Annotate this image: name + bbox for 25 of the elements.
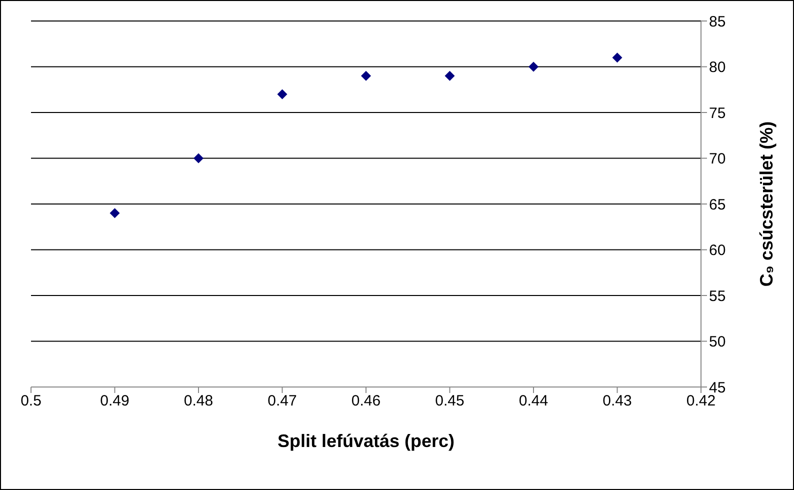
x-tick-label: 0.43 — [602, 392, 632, 410]
x-tick-label: 0.47 — [268, 392, 297, 410]
x-axis-title: Split lefúvatás (perc) — [277, 431, 455, 451]
y-tick-label: 75 — [709, 104, 726, 122]
x-tick-label: 0.45 — [435, 392, 464, 410]
y-tick-label: 50 — [709, 334, 726, 351]
y-tick-label: 65 — [709, 196, 726, 214]
x-tick-label: 0.46 — [351, 392, 381, 410]
y-axis-title: C₉ csúcsterület (%) — [756, 121, 776, 287]
x-tick-label: 0.5 — [20, 392, 42, 410]
y-tick-label: 80 — [709, 59, 726, 76]
y-tick-label: 85 — [709, 13, 726, 30]
point — [444, 70, 455, 81]
x-tick-label: 0.44 — [518, 392, 548, 410]
y-tick-label: 55 — [709, 288, 726, 305]
point — [361, 70, 371, 81]
point — [277, 89, 288, 100]
point — [194, 153, 204, 164]
y-tick-label: 70 — [709, 150, 726, 168]
point — [612, 52, 622, 63]
x-tick-label: 0.48 — [184, 392, 214, 410]
point — [528, 62, 538, 72]
x-tick-label: 0.49 — [100, 392, 130, 410]
point — [110, 208, 120, 218]
y-tick-label: 60 — [709, 242, 726, 260]
